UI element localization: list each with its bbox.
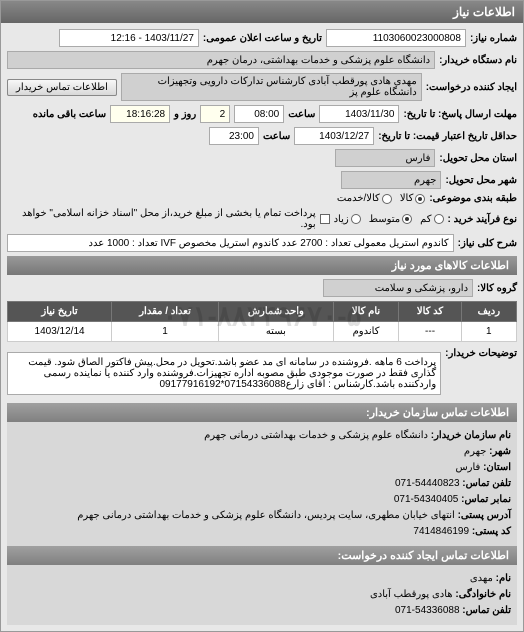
table-cell: 1403/12/14 <box>8 322 112 342</box>
buy-type-high-label: زیاد <box>334 214 349 225</box>
c2-family: هادی پورقطب آبادی <box>370 589 453 600</box>
contact1-header: اطلاعات تماس سازمان خریدار: <box>7 403 517 422</box>
table-row: 1---کاندومبسته11403/12/14 <box>8 322 517 342</box>
budget-label: طبقه بندی موضوعی: <box>429 193 517 204</box>
creator-field: مهدی هادی پورقطب آبادی کارشناس تدارکات د… <box>121 73 422 101</box>
buyer-field: دانشگاه علوم پزشکی و خدمات بهداشتی، درما… <box>7 51 435 69</box>
budget-radio-khadamat[interactable] <box>382 194 392 204</box>
panel-header: اطلاعات نیاز <box>1 1 523 23</box>
payment-note: پرداخت تمام یا بخشی از مبلغ خرید،از محل … <box>7 208 316 230</box>
deadline-label: مهلت ارسال پاسخ: تا تاریخ: <box>403 109 517 120</box>
c1-phone: 54440823-071 <box>395 478 460 489</box>
contact-buyer-button[interactable]: اطلاعات تماس خریدار <box>7 79 117 96</box>
desc-field: کاندوم استریل معمولی تعداد : 2700 عدد کا… <box>7 234 454 252</box>
desc-label: شرح کلی نیاز: <box>458 238 517 249</box>
c2-phone: 54336088-071 <box>395 605 460 616</box>
time-label-1: ساعت <box>288 109 315 120</box>
table-header-cell: ردیف <box>461 302 516 322</box>
c2-phone-label: تلفن تماس: <box>462 605 511 616</box>
group-field: دارو، پزشکی و سلامت <box>323 279 473 297</box>
buy-type-radio-mid[interactable] <box>402 214 412 224</box>
buy-type-radio-group: کم متوسط زیاد <box>334 214 444 225</box>
buy-type-label: نوع فرآیند خرید : <box>448 214 517 225</box>
table-header-cell: کد کالا <box>399 302 461 322</box>
c1-fax: 54340405-071 <box>394 494 459 505</box>
c1-addr-label: آدرس پستی: <box>458 510 511 521</box>
group-label: گروه کالا: <box>477 283 517 294</box>
table-header-cell: واحد شمارش <box>219 302 334 322</box>
announce-field: 1403/11/27 - 12:16 <box>59 29 199 47</box>
delivery-city-label: شهر محل تحویل: <box>445 175 517 186</box>
delivery-state-field: فارس <box>335 149 435 167</box>
delivery-state-label: استان محل تحویل: <box>439 153 517 164</box>
request-number-field: 1103060023000808 <box>326 29 466 47</box>
creator-label: ایجاد کننده درخواست: <box>426 82 517 93</box>
c2-name-label: نام: <box>496 573 511 584</box>
buy-type-radio-low[interactable] <box>434 214 444 224</box>
budget-khadamat-label: کالا/خدمت <box>337 193 380 204</box>
buy-type-mid-label: متوسط <box>369 214 400 225</box>
table-cell: --- <box>399 322 461 342</box>
c1-org: دانشگاه علوم پزشکی و خدمات بهداشتی درمان… <box>204 430 428 441</box>
table-cell: کاندوم <box>333 322 399 342</box>
goods-table: ردیفکد کالانام کالاواحد شمارشتعداد / مقد… <box>7 301 517 342</box>
request-number-label: شماره نیاز: <box>470 33 517 44</box>
contact2-body: نام: مهدی نام خانوادگی: هادی پورقطب آباد… <box>7 565 517 625</box>
contact1-body: نام سازمان خریدار: دانشگاه علوم پزشکی و … <box>7 422 517 546</box>
treasury-checkbox[interactable] <box>320 214 330 224</box>
validity-label: حداقل تاریخ اعتبار قیمت: تا تاریخ: <box>378 131 517 142</box>
budget-kala-label: کالا <box>400 193 414 204</box>
explain-box: پرداخت 6 ماهه .فروشنده در سامانه ای مد ع… <box>7 352 441 395</box>
table-cell: 1 <box>112 322 219 342</box>
budget-radio-kala[interactable] <box>415 194 425 204</box>
hours-label: ساعت باقی مانده <box>33 109 106 120</box>
c1-city: جهرم <box>464 446 487 457</box>
deadline-date-field: 1403/11/30 <box>319 105 399 123</box>
c1-fax-label: نمابر تماس: <box>461 494 511 505</box>
c1-phone-label: تلفن تماس: <box>462 478 511 489</box>
buy-type-radio-high[interactable] <box>351 214 361 224</box>
days-label: روز و <box>174 109 196 120</box>
buy-type-low-label: کم <box>420 214 431 225</box>
table-cell: بسته <box>219 322 334 342</box>
table-cell: 1 <box>461 322 516 342</box>
announce-label: تاریخ و ساعت اعلان عمومی: <box>203 33 322 44</box>
explain-label: توضیحات خریدار: <box>445 348 517 359</box>
table-header-cell: تعداد / مقدار <box>112 302 219 322</box>
deadline-time-field: 08:00 <box>234 105 284 123</box>
c2-family-label: نام خانوادگی: <box>455 589 511 600</box>
validity-date-field: 1403/12/27 <box>294 127 374 145</box>
days-remain-field: 2 <box>200 105 230 123</box>
delivery-city-field: جهرم <box>341 171 441 189</box>
goods-section-header: اطلاعات کالاهای مورد نیاز <box>7 256 517 275</box>
validity-time-field: 23:00 <box>209 127 259 145</box>
budget-radio-group: کالا کالا/خدمت <box>337 193 425 204</box>
table-header-cell: نام کالا <box>333 302 399 322</box>
c1-state-label: استان: <box>483 462 511 473</box>
c2-name: مهدی <box>470 573 493 584</box>
contact2-header: اطلاعات تماس ایجاد کننده درخواست: <box>7 546 517 565</box>
c1-state: فارس <box>455 462 480 473</box>
c1-post-label: کد پستی: <box>472 526 511 537</box>
hours-remain-field: 18:16:28 <box>110 105 170 123</box>
table-header-cell: تاریخ نیاز <box>8 302 112 322</box>
c1-addr: انتهای خیابان مطهری، سایت پردیس، دانشگاه… <box>77 510 455 521</box>
c1-city-label: شهر: <box>489 446 511 457</box>
buyer-label: نام دستگاه خریدار: <box>439 55 517 66</box>
c1-org-label: نام سازمان خریدار: <box>431 430 511 441</box>
c1-post: 7414846199 <box>413 526 469 537</box>
time-label-2: ساعت <box>263 131 290 142</box>
